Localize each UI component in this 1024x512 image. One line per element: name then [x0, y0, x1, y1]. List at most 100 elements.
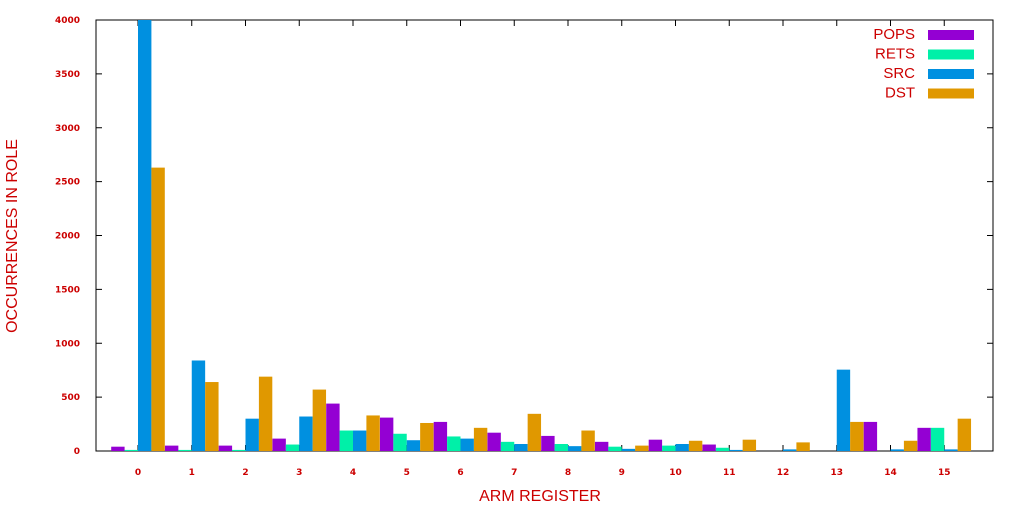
y-axis-title: OCCURRENCES IN ROLE — [4, 139, 21, 333]
plot-frame — [95, 19, 994, 452]
bar-pops-5 — [379, 417, 394, 451]
x-tick-label: 3 — [296, 468, 302, 478]
bar-dst-4 — [366, 415, 380, 451]
bar-src-9 — [621, 448, 636, 451]
bar-dst-12 — [796, 442, 810, 451]
bar-rets-15 — [930, 427, 945, 451]
x-tick-label: 13 — [830, 468, 843, 478]
legend-swatch-pops — [928, 30, 974, 40]
x-tick-label: 4 — [350, 468, 356, 478]
x-tick-label: 6 — [457, 468, 463, 478]
bar-src-15 — [944, 449, 958, 451]
legend-swatch-src — [928, 69, 974, 79]
bar-pops-0 — [111, 446, 125, 451]
legend-swatch-dst — [928, 88, 974, 99]
bar-rets-3 — [285, 444, 300, 451]
bar-dst-11 — [742, 439, 757, 451]
legend-label-dst: DST — [885, 85, 915, 102]
bar-src-11 — [729, 449, 743, 451]
bar-rets-2 — [232, 449, 246, 451]
x-tick-label: 11 — [723, 468, 736, 478]
bar-src-5 — [406, 440, 421, 451]
bar-pops-9 — [594, 441, 609, 451]
bar-dst-14 — [903, 440, 918, 451]
bar-src-2 — [245, 418, 259, 451]
x-tick-label: 5 — [404, 468, 410, 478]
x-tick-label: 10 — [669, 468, 682, 478]
bar-pops-2 — [218, 445, 233, 451]
bar-dst-0 — [151, 167, 165, 451]
bar-rets-5 — [393, 433, 407, 451]
x-axis: 0 1 2 3 4 5 6 7 8 9 10 11 12 13 14 15 — [135, 20, 951, 478]
y-axis: 0 500 1000 1500 2000 2500 3000 3500 4000 — [55, 16, 993, 457]
bar-pops-14 — [863, 421, 878, 451]
y-tick-label: 4000 — [55, 16, 80, 26]
bar-rets-4 — [339, 430, 353, 451]
x-tick-label: 2 — [242, 468, 248, 478]
y-tick-label: 0 — [74, 447, 80, 457]
y-tick-label: 2000 — [55, 232, 80, 242]
bar-pops-8 — [541, 435, 555, 451]
bar-rets-6 — [447, 436, 461, 451]
bar-pops-7 — [487, 432, 501, 451]
legend-label-src: SRC — [883, 65, 915, 82]
x-tick-label: 12 — [777, 468, 790, 478]
x-tick-label: 1 — [189, 468, 195, 478]
bar-src-14 — [890, 449, 904, 451]
bar-dst-7 — [527, 413, 542, 451]
legend: POPS RETS SRC DST — [873, 26, 974, 102]
bar-src-0 — [138, 20, 152, 451]
bar-pops-6 — [433, 421, 448, 451]
bar-src-8 — [568, 446, 582, 451]
bar-src-12 — [783, 449, 797, 451]
bar-src-4 — [353, 430, 367, 451]
bar-src-1 — [191, 360, 206, 451]
bar-dst-2 — [258, 376, 273, 451]
bar-dst-5 — [420, 422, 434, 451]
y-tick-label: 1000 — [55, 339, 80, 349]
bar-pops-11 — [702, 444, 716, 451]
y-tick-label: 1500 — [55, 285, 80, 295]
y-tick-label: 3500 — [55, 70, 80, 80]
bar-dst-10 — [688, 440, 703, 451]
bar-rets-7 — [500, 441, 515, 451]
bar-pops-4 — [326, 403, 340, 451]
bar-src-13 — [836, 369, 851, 451]
bar-src-3 — [299, 416, 313, 451]
bar-pops-10 — [648, 439, 663, 451]
bar-rets-11 — [715, 447, 730, 451]
legend-label-pops: POPS — [873, 26, 915, 43]
bar-src-6 — [460, 438, 474, 451]
bars-group — [111, 20, 972, 451]
bar-dst-9 — [635, 445, 649, 451]
bar-src-7 — [514, 443, 528, 451]
bar-dst-3 — [312, 389, 327, 451]
y-tick-label: 2500 — [55, 178, 80, 188]
x-tick-label: 8 — [565, 468, 571, 478]
bar-dst-15 — [957, 418, 972, 451]
bar-rets-8 — [554, 443, 568, 451]
bar-dst-13 — [850, 421, 864, 451]
y-tick-label: 500 — [61, 393, 80, 403]
x-tick-label: 9 — [619, 468, 625, 478]
legend-label-rets: RETS — [875, 46, 915, 63]
bar-rets-9 — [608, 446, 622, 451]
x-tick-label: 0 — [135, 468, 141, 478]
x-tick-label: 7 — [511, 468, 517, 478]
bar-pops-15 — [917, 427, 931, 451]
x-tick-label: 15 — [938, 468, 951, 478]
x-tick-label: 14 — [884, 468, 897, 478]
bar-src-10 — [675, 443, 689, 451]
x-axis-title: ARM REGISTER — [479, 488, 601, 505]
y-tick-label: 3000 — [55, 124, 80, 134]
bar-dst-6 — [473, 427, 488, 451]
bar-dst-8 — [581, 430, 595, 451]
bar-pops-1 — [164, 445, 179, 451]
bar-rets-1 — [178, 449, 192, 451]
bar-pops-3 — [272, 438, 286, 451]
bar-rets-10 — [662, 445, 676, 451]
bar-dst-1 — [205, 382, 219, 451]
legend-swatch-rets — [928, 49, 974, 60]
bar-rets-0 — [124, 449, 138, 451]
